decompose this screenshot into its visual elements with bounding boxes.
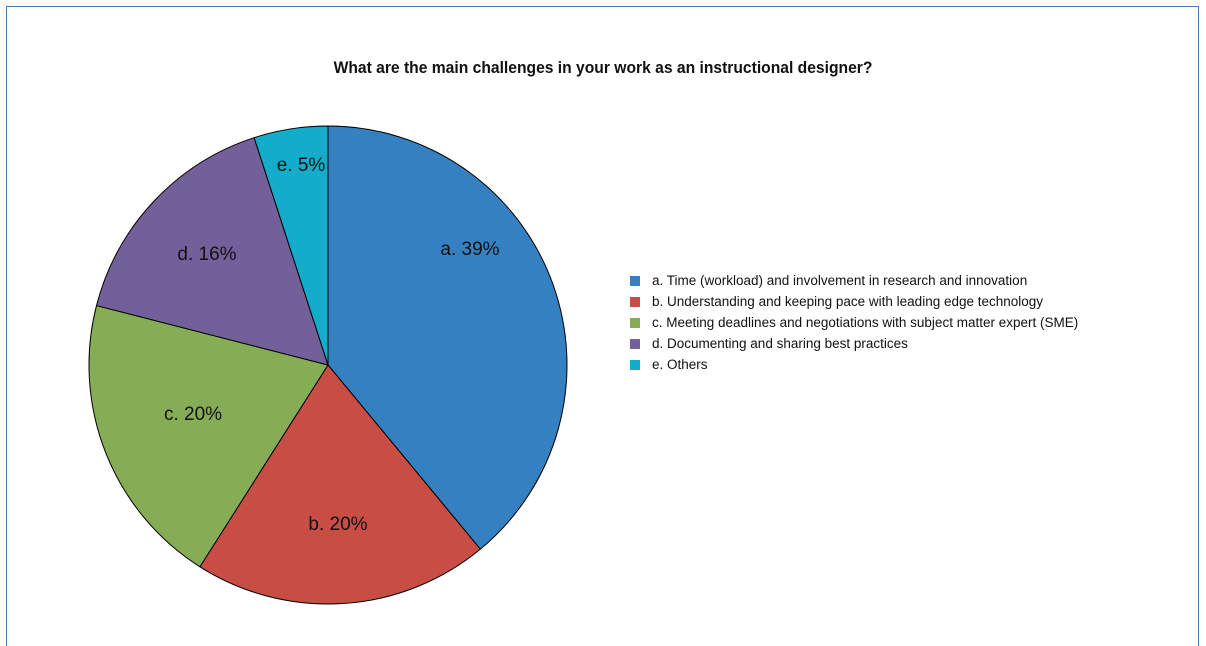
pie-slice-b: [199, 364, 482, 605]
legend-swatch-a: [630, 275, 640, 286]
pie-slice-e: [253, 125, 329, 366]
pie-slice-c: [88, 304, 329, 568]
chart-title: What are the main challenges in your wor…: [333, 58, 873, 77]
legend-label-b: b. Understanding and keeping pace with l…: [652, 294, 1044, 309]
legend-item-e: e. Others: [630, 354, 1078, 375]
legend-label-d: d. Documenting and sharing best practice…: [652, 336, 908, 351]
legend-swatch-c: [630, 317, 640, 328]
legend-label-a: a. Time (workload) and involvement in re…: [652, 273, 1028, 288]
slice-label-e: e. 5%: [277, 155, 326, 176]
slice-label-d: d. 16%: [177, 244, 236, 265]
legend-item-b: b. Understanding and keeping pace with l…: [630, 291, 1078, 312]
chart-legend: a. Time (workload) and involvement in re…: [630, 270, 1078, 375]
legend-swatch-e: [630, 359, 640, 370]
legend-item-d: d. Documenting and sharing best practice…: [630, 333, 1078, 354]
pie-slice-d: [95, 137, 329, 366]
slice-label-b: b. 20%: [308, 514, 367, 535]
legend-swatch-b: [630, 296, 640, 307]
slice-label-c: c. 20%: [164, 404, 222, 425]
legend-swatch-d: [630, 338, 640, 349]
legend-item-c: c. Meeting deadlines and negotiations wi…: [630, 312, 1078, 333]
slice-label-a: a. 39%: [440, 239, 499, 260]
legend-item-a: a. Time (workload) and involvement in re…: [630, 270, 1078, 291]
pie-slice-a: [327, 125, 568, 550]
legend-label-e: e. Others: [652, 357, 708, 372]
legend-label-c: c. Meeting deadlines and negotiations wi…: [652, 315, 1079, 330]
